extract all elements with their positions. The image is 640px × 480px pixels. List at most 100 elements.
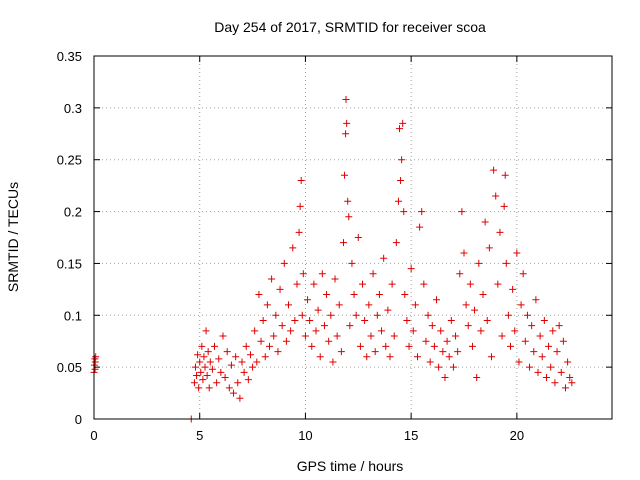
data-point: [507, 342, 515, 350]
data-point: [380, 254, 388, 262]
data-point: [217, 368, 225, 376]
data-point: [310, 280, 318, 288]
data-point: [413, 353, 421, 361]
data-point: [394, 197, 402, 205]
data-point: [291, 316, 299, 324]
data-point: [259, 316, 267, 324]
data-point: [418, 208, 426, 216]
data-point: [473, 374, 481, 382]
data-point: [205, 384, 213, 392]
data-point: [236, 394, 244, 402]
data-point: [464, 322, 472, 330]
data-points: [90, 96, 576, 423]
data-point: [200, 353, 208, 361]
y-tick-label: 0.25: [57, 153, 82, 168]
data-point: [401, 291, 409, 299]
data-point: [331, 275, 339, 283]
data-point: [504, 311, 512, 319]
data-point: [282, 337, 290, 345]
data-point: [318, 270, 326, 278]
data-point: [356, 342, 364, 350]
data-point: [449, 363, 457, 371]
data-point: [437, 327, 445, 335]
data-point: [498, 332, 506, 340]
data-point: [208, 365, 216, 373]
data-point: [346, 322, 354, 330]
data-point: [532, 296, 540, 304]
data-point: [458, 208, 466, 216]
data-point: [354, 234, 362, 241]
data-point: [566, 374, 574, 382]
data-point: [445, 353, 453, 361]
data-point: [348, 259, 356, 267]
data-point: [462, 301, 470, 309]
data-point: [500, 202, 508, 210]
data-point: [234, 379, 242, 387]
data-point: [323, 291, 331, 299]
data-point: [454, 348, 462, 356]
data-point: [312, 327, 320, 335]
data-point: [297, 176, 305, 184]
x-tick-label: 5: [196, 428, 203, 443]
data-point: [555, 322, 563, 330]
data-point: [244, 376, 252, 384]
data-point: [204, 348, 212, 356]
data-point: [301, 332, 309, 340]
data-point: [487, 353, 495, 361]
data-point: [191, 363, 199, 371]
data-point: [384, 306, 392, 314]
x-tick-label: 0: [90, 428, 97, 443]
data-point: [386, 353, 394, 361]
data-point: [426, 358, 434, 366]
y-tick-label: 0.05: [57, 360, 82, 375]
data-point: [492, 192, 500, 200]
data-point: [568, 379, 576, 387]
data-point: [375, 291, 383, 299]
data-point: [197, 368, 205, 376]
data-point: [435, 363, 443, 371]
y-tick-label: 0: [75, 412, 82, 427]
data-point: [263, 301, 271, 309]
data-point: [265, 342, 273, 350]
data-point: [365, 301, 373, 309]
data-point: [202, 327, 210, 335]
data-point: [526, 363, 534, 371]
data-point: [342, 130, 350, 138]
data-point: [215, 355, 223, 363]
data-point: [190, 379, 198, 387]
data-point: [329, 358, 337, 366]
data-point: [471, 306, 479, 314]
data-point: [296, 202, 304, 210]
data-point: [483, 316, 491, 324]
data-point: [295, 228, 303, 236]
data-point: [280, 259, 288, 267]
data-point: [335, 301, 343, 309]
data-point: [196, 358, 204, 366]
data-point: [433, 296, 441, 304]
data-point: [553, 348, 561, 356]
data-point: [306, 316, 314, 324]
y-tick-label: 0.2: [64, 205, 82, 220]
data-point: [559, 337, 567, 345]
data-point: [468, 342, 476, 350]
data-point: [428, 322, 436, 330]
data-point: [534, 368, 542, 376]
data-point: [223, 348, 231, 356]
x-tick-label: 20: [510, 428, 524, 443]
data-point: [397, 176, 405, 184]
data-point: [424, 311, 432, 319]
data-point: [255, 291, 263, 299]
data-point: [530, 348, 538, 356]
data-point: [308, 342, 316, 350]
y-axis-label: SRMTID / TECUs: [5, 182, 21, 292]
data-point: [304, 296, 312, 304]
data-point: [361, 316, 369, 324]
data-point: [490, 166, 498, 174]
data-point: [232, 353, 240, 361]
data-point: [456, 270, 464, 278]
data-point: [452, 332, 460, 340]
data-point: [557, 368, 565, 376]
y-tick-label: 0.15: [57, 256, 82, 271]
data-point: [238, 358, 246, 366]
data-point: [475, 259, 483, 267]
